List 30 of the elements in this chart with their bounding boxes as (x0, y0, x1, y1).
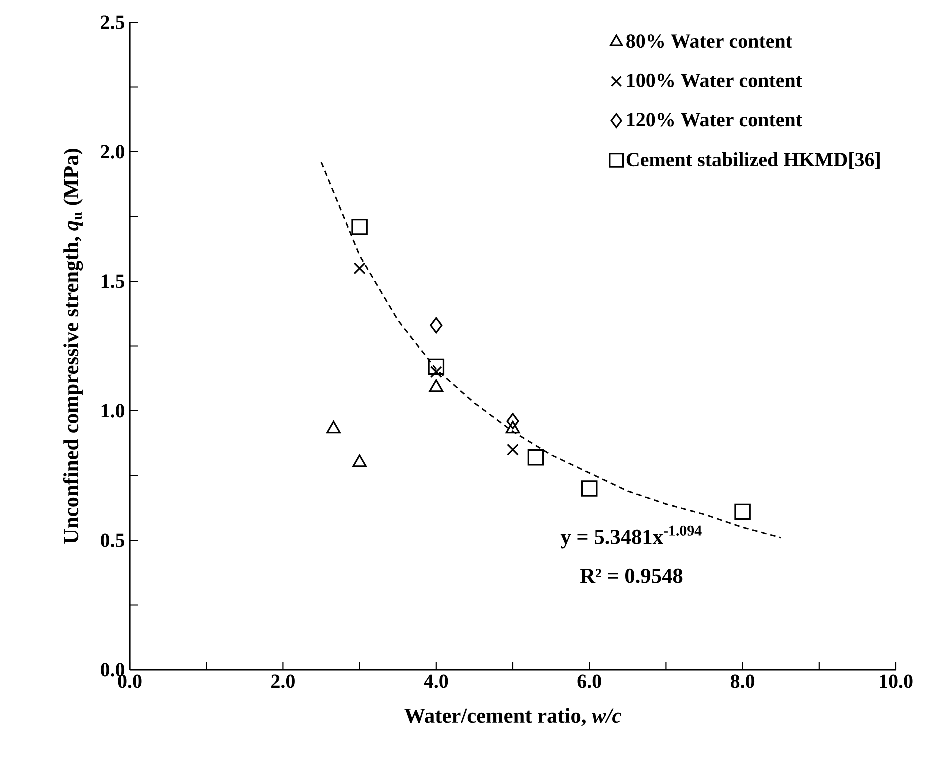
x-tick-label: 0.0 (118, 674, 142, 688)
legend-label: 120% Water content (628, 113, 802, 127)
x-tick-label: 10.0 (880, 674, 913, 688)
x-tick-label: 8.0 (730, 674, 755, 688)
y-axis-title: Unconfined compressive strength, q$_{u}$ (MPa) (63, 149, 84, 544)
point (506, 413, 520, 430)
point (581, 480, 598, 497)
point (354, 262, 366, 275)
point (352, 218, 368, 236)
x-tick-label: 6.0 (578, 674, 602, 688)
y-tick-label: 2.0 (101, 145, 125, 159)
y-tick-label: 0.5 (101, 534, 125, 548)
x-tick-label: 2.0 (272, 674, 295, 688)
x-tick-label: 4.0 (424, 674, 448, 688)
legend-label: 80% Water content (626, 34, 792, 48)
annotation: R² = 0.9548 (580, 568, 683, 584)
y-tick-label: 2.5 (101, 16, 125, 30)
annotation: y = 5.3481x$^{-1.094}$ (560, 526, 702, 549)
point (734, 504, 751, 520)
y-tick-label: 0.0 (101, 663, 125, 677)
y-tick-label: 1.0 (102, 404, 125, 418)
legend-label: Cement stabilized HKMD[36] (626, 152, 880, 170)
point (430, 317, 443, 334)
y-tick-label: 1.5 (102, 274, 125, 288)
point (430, 366, 442, 378)
point (507, 444, 519, 456)
legend-label: 100% Water content (628, 74, 802, 88)
point (528, 449, 544, 466)
point (428, 358, 445, 376)
x-axis-title: Water/cement ratio, w/c (404, 708, 622, 726)
